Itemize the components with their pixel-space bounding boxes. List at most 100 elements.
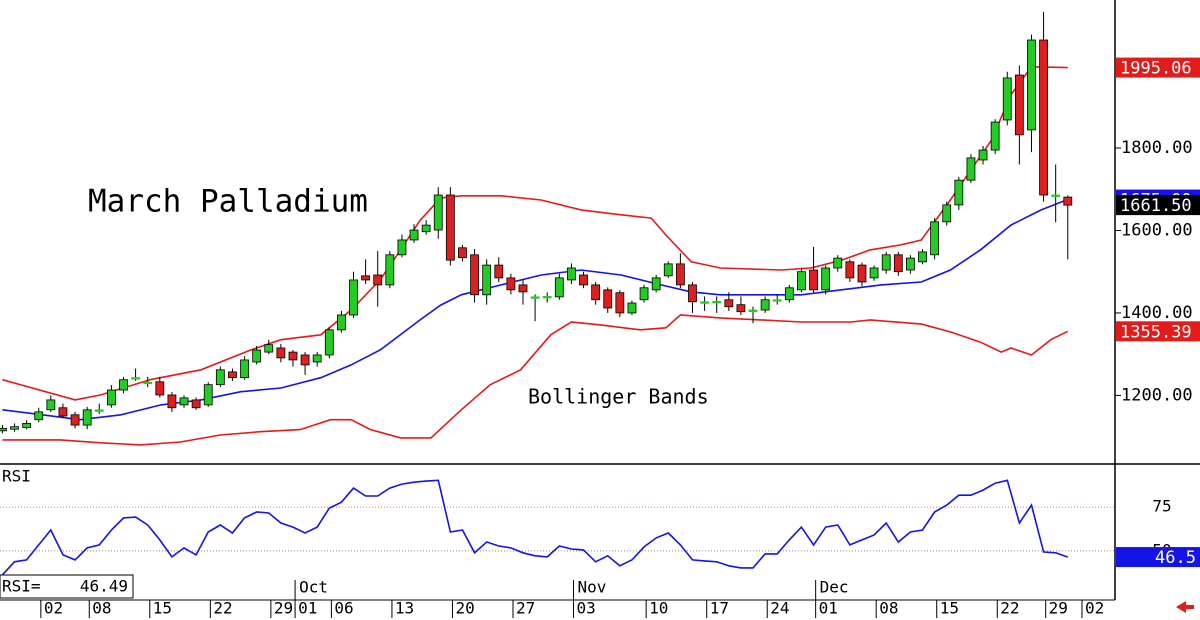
x-tick-label: 02 <box>1085 599 1104 618</box>
candle-body <box>433 194 443 231</box>
candle-body <box>470 254 479 296</box>
candle-body <box>264 344 274 353</box>
candle-body <box>736 304 746 313</box>
band-line <box>2 314 1069 446</box>
candle-body <box>918 251 927 263</box>
candle-body <box>10 426 19 430</box>
rsi-label: RSI <box>2 467 31 486</box>
candle-body <box>833 257 843 269</box>
candle-body <box>155 381 165 396</box>
candle-body <box>712 300 722 304</box>
candle-body <box>349 279 358 316</box>
candle-body <box>167 394 177 409</box>
candle-body <box>288 351 298 361</box>
candle-body <box>579 274 588 286</box>
y-tick-label: 1400.00 <box>1121 303 1193 323</box>
month-label: Oct <box>299 578 328 597</box>
price-tag-label: 1661.50 <box>1120 196 1192 216</box>
candle-body <box>1014 74 1024 136</box>
candle-body <box>627 302 637 314</box>
x-tick-label: 15 <box>153 599 172 618</box>
rsi-tag <box>1116 547 1200 568</box>
candle-body <box>119 379 128 391</box>
candle-body <box>82 409 92 426</box>
candle-body <box>845 261 855 279</box>
rsi-readout-value: 46.49 <box>80 577 128 596</box>
x-tick-label: 15 <box>940 599 959 618</box>
candle-body <box>760 299 770 311</box>
candle-body <box>954 179 964 206</box>
candle-body <box>906 257 915 271</box>
x-tick-label: 01 <box>298 599 317 618</box>
price-tag-label: 1995.06 <box>1120 59 1192 79</box>
scroll-arrow[interactable] <box>1176 601 1194 613</box>
x-tick-label: 08 <box>92 599 111 618</box>
x-tick-label: 06 <box>334 599 353 618</box>
candle-body <box>337 314 346 331</box>
y-tick-label: 1200.00 <box>1121 385 1193 405</box>
candle-body <box>1039 39 1048 196</box>
candle-body <box>518 284 528 293</box>
candle-body <box>651 277 661 291</box>
candle-body <box>688 284 697 303</box>
candle-body <box>22 423 32 428</box>
candle-body <box>1051 194 1061 197</box>
candle-body <box>978 149 988 161</box>
candle-body <box>228 371 237 379</box>
candle-body <box>797 271 806 291</box>
x-tick-label: 29 <box>274 599 293 618</box>
month-label: Nov <box>578 578 607 597</box>
x-tick-label: 08 <box>879 599 898 618</box>
candle-body <box>639 287 649 301</box>
candle-body <box>458 247 467 259</box>
x-tick-label: 01 <box>819 599 838 618</box>
candle-body <box>276 347 286 359</box>
candle-body <box>191 399 201 409</box>
candle-body <box>494 264 504 279</box>
candle-body <box>240 359 249 379</box>
candle-body <box>397 239 407 256</box>
x-tick-label: 24 <box>770 599 789 618</box>
candle-body <box>675 263 685 286</box>
candle-body <box>869 267 879 279</box>
candle-body <box>409 229 419 241</box>
candle-body <box>143 381 153 385</box>
candle-body <box>252 349 262 363</box>
candle-body <box>1063 196 1073 206</box>
x-tick-label: 13 <box>395 599 414 618</box>
candle-body <box>748 309 758 312</box>
x-tick-label: 20 <box>455 599 474 618</box>
x-tick-label: 02 <box>44 599 63 618</box>
candle-body <box>506 277 516 291</box>
x-tick-label: 27 <box>516 599 535 618</box>
candle-body <box>663 263 673 277</box>
candle-body <box>567 267 576 281</box>
candle-body <box>300 354 310 366</box>
candle-body <box>942 204 952 223</box>
candle-body <box>94 409 104 412</box>
candle-body <box>772 299 782 302</box>
price-tag <box>1116 195 1200 216</box>
rsi-tag-label: 46.5 <box>1155 548 1196 568</box>
candle-body <box>324 329 334 356</box>
candle-body <box>58 407 68 417</box>
candle-body <box>591 284 601 301</box>
candle-body <box>421 224 431 233</box>
price-tag-label: 1355.39 <box>1120 322 1192 342</box>
candle-body <box>966 157 976 181</box>
candle-body <box>1027 39 1036 131</box>
x-tick-label: 10 <box>649 599 668 618</box>
candle-body <box>131 377 140 380</box>
candle-body <box>46 399 56 411</box>
y-tick-label: 1600.00 <box>1121 220 1193 240</box>
candle-body <box>784 287 794 301</box>
y-tick-label: 1800.00 <box>1121 138 1193 158</box>
candle-body <box>615 292 625 314</box>
x-tick-label: 29 <box>1049 599 1068 618</box>
price-tag <box>1116 321 1200 342</box>
chart-title: March Palladium <box>88 184 368 220</box>
candle-body <box>482 264 492 296</box>
candle-body <box>312 354 322 363</box>
